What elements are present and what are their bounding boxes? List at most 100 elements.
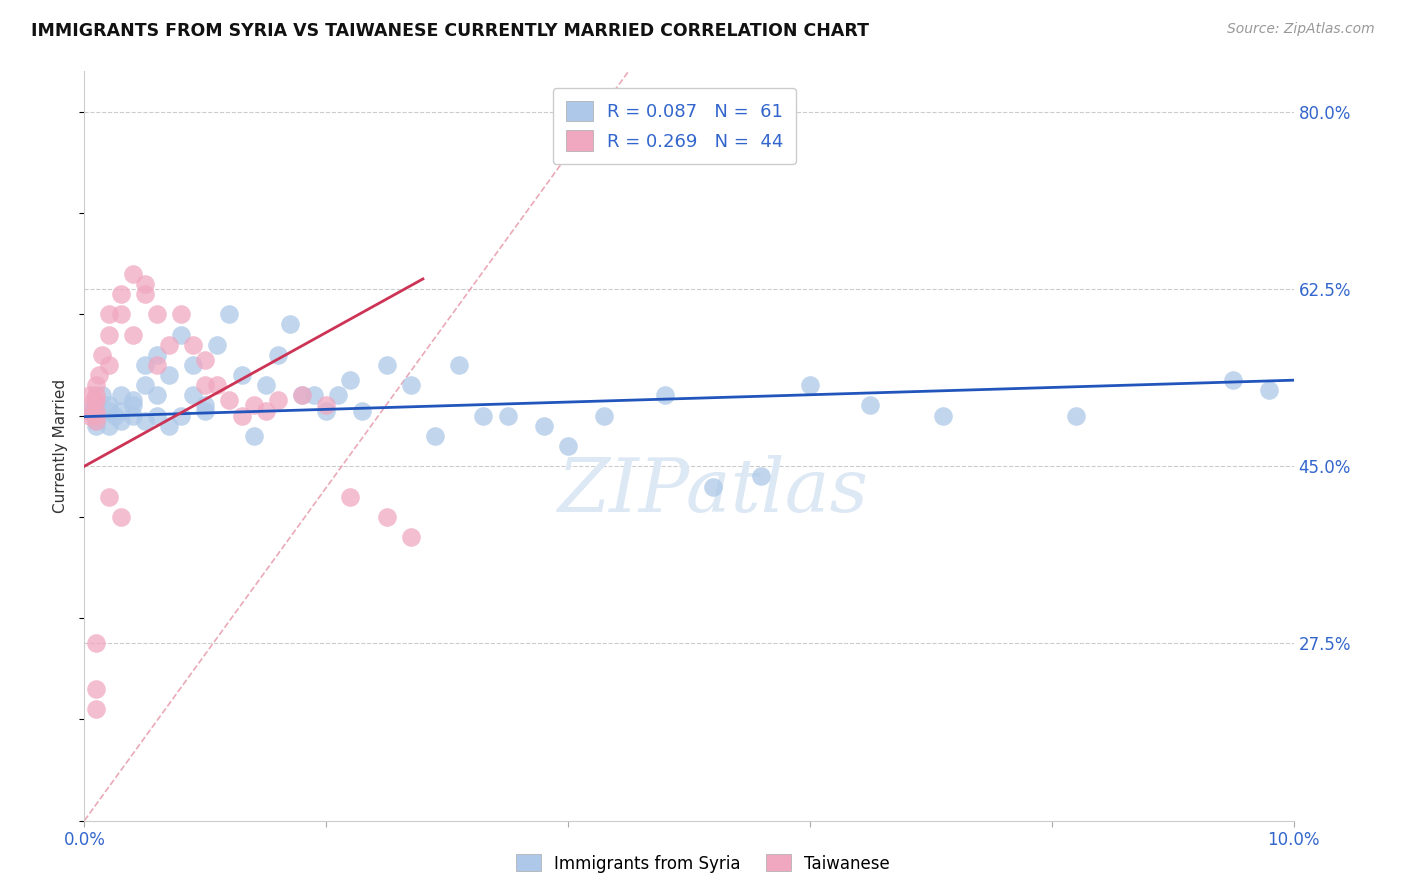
Text: ZIPatlas: ZIPatlas [558, 455, 869, 527]
Point [86, 414, 108, 428]
Point [83, 393, 105, 408]
Text: IMMIGRANTS FROM SYRIA VS TAIWANESE CURRENTLY MARRIED CORRELATION CHART: IMMIGRANTS FROM SYRIA VS TAIWANESE CURRE… [31, 22, 869, 40]
Point [194, 378, 217, 392]
Point [110, 388, 132, 402]
Point [399, 530, 422, 544]
Point [134, 358, 156, 372]
Point [1064, 409, 1087, 423]
Point [496, 409, 519, 423]
Point [86, 681, 108, 696]
Point [79, 403, 101, 417]
Point [352, 403, 374, 417]
Point [278, 318, 301, 332]
Point [134, 414, 156, 428]
Point [157, 337, 180, 351]
Point [702, 479, 724, 493]
Point [86, 409, 108, 423]
Point [110, 403, 132, 417]
Point [86, 409, 108, 423]
Point [1258, 384, 1281, 398]
Point [291, 388, 314, 402]
Point [932, 409, 955, 423]
Point [194, 403, 217, 417]
Point [157, 418, 180, 433]
Y-axis label: Currently Married: Currently Married [53, 379, 69, 513]
Point [134, 277, 156, 291]
Point [799, 378, 821, 392]
Point [170, 327, 193, 342]
Point [134, 287, 156, 301]
Point [399, 378, 422, 392]
Point [291, 388, 314, 402]
Point [449, 358, 471, 372]
Point [267, 393, 290, 408]
Point [423, 429, 446, 443]
Point [110, 287, 132, 301]
Point [231, 409, 253, 423]
Point [121, 267, 143, 281]
Point [97, 327, 120, 342]
Point [86, 702, 108, 716]
Point [121, 327, 143, 342]
Point [593, 409, 616, 423]
Point [97, 307, 120, 321]
Point [242, 429, 264, 443]
Point [339, 490, 361, 504]
Point [121, 409, 143, 423]
Point [110, 414, 132, 428]
Point [181, 358, 204, 372]
Point [375, 358, 398, 372]
Point [86, 388, 108, 402]
Point [859, 399, 882, 413]
Point [207, 337, 229, 351]
Point [339, 373, 361, 387]
Point [146, 409, 169, 423]
Point [97, 490, 120, 504]
Point [146, 388, 169, 402]
Point [557, 439, 579, 453]
Point [654, 388, 676, 402]
Point [328, 388, 350, 402]
Point [170, 409, 193, 423]
Point [157, 368, 180, 383]
Point [97, 403, 120, 417]
Point [472, 409, 495, 423]
Point [194, 399, 217, 413]
Point [207, 378, 229, 392]
Point [146, 307, 169, 321]
Point [86, 636, 108, 650]
Point [1222, 373, 1244, 387]
Point [91, 348, 114, 362]
Point [121, 393, 143, 408]
Point [77, 403, 100, 417]
Point [254, 403, 277, 417]
Point [254, 378, 277, 392]
Point [86, 378, 108, 392]
Point [181, 337, 204, 351]
Point [91, 388, 114, 402]
Point [533, 418, 555, 433]
Point [79, 409, 101, 423]
Point [97, 399, 120, 413]
Point [218, 393, 240, 408]
Point [194, 353, 217, 368]
Point [146, 348, 169, 362]
Point [86, 403, 108, 417]
Point [315, 399, 337, 413]
Point [86, 414, 108, 428]
Point [79, 388, 101, 402]
Point [110, 509, 132, 524]
Point [375, 509, 398, 524]
Point [97, 358, 120, 372]
Point [87, 368, 110, 383]
Point [170, 307, 193, 321]
Point [181, 388, 204, 402]
Point [267, 348, 290, 362]
Point [231, 368, 253, 383]
Legend: Immigrants from Syria, Taiwanese: Immigrants from Syria, Taiwanese [509, 847, 897, 880]
Point [134, 378, 156, 392]
Point [86, 393, 108, 408]
Text: Source: ZipAtlas.com: Source: ZipAtlas.com [1227, 22, 1375, 37]
Point [242, 399, 264, 413]
Point [86, 399, 108, 413]
